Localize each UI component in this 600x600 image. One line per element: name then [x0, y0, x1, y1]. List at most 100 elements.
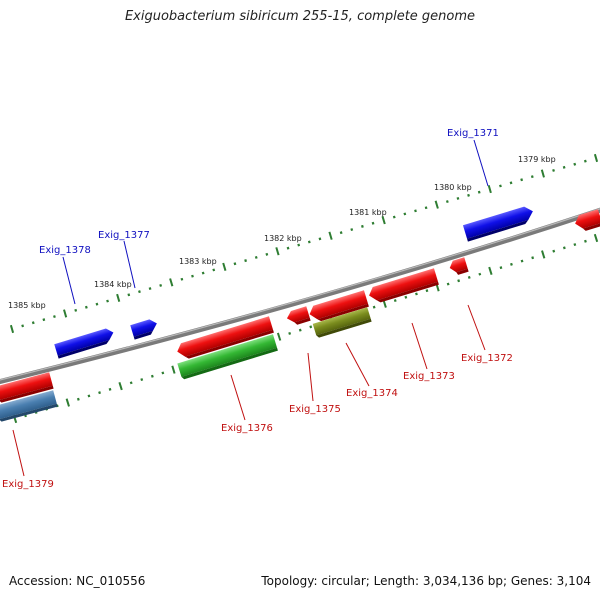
gene-exig-1372[interactable]	[448, 257, 469, 276]
lower-track-minor-tick	[108, 387, 112, 391]
genome-backbone-highlight	[0, 208, 600, 381]
gene-label-exig-1378[interactable]: Exig_1378	[39, 245, 91, 256]
lower-track-minor-tick	[520, 259, 524, 263]
upper-track-major-tick	[487, 185, 492, 194]
upper-track-major-tick	[9, 324, 15, 334]
lower-track-minor-tick	[499, 266, 503, 270]
gene-label-exig-1373[interactable]: Exig_1373	[403, 371, 455, 382]
leader-exig-1373	[411, 322, 428, 370]
gene-exig-1376-b[interactable]	[177, 334, 278, 380]
gene-labels: Exig_1371 Exig_1372 Exig_1373 Exig_1374 …	[2, 128, 513, 490]
upper-track-major-tick	[593, 153, 599, 163]
lower-track-minor-tick	[584, 239, 587, 243]
upper-track-minor-tick	[361, 224, 364, 228]
gene-label-exig-1376[interactable]: Exig_1376	[221, 423, 273, 434]
upper-track-minor-tick	[583, 159, 587, 163]
gene-label-leaders	[12, 139, 489, 477]
forward-genes	[54, 205, 536, 359]
upper-track-major-tick	[434, 200, 439, 209]
reverse-genes	[0, 209, 600, 422]
lower-track-minor-tick	[140, 378, 144, 382]
upper-track-minor-tick	[212, 268, 216, 272]
upper-track-minor-tick	[350, 228, 354, 232]
leader-exig-1375	[307, 352, 314, 402]
upper-track-minor-tick	[424, 206, 428, 210]
upper-track-minor-tick	[477, 190, 481, 194]
gene-label-exig-1372[interactable]: Exig_1372	[461, 353, 513, 364]
upper-track-minor-tick	[445, 200, 449, 204]
gene-label-exig-1375[interactable]: Exig_1375	[289, 404, 341, 415]
gene-exig-1379-b[interactable]	[0, 390, 58, 422]
upper-track-minor-tick	[530, 175, 534, 179]
lower-track-minor-tick	[573, 243, 577, 247]
upper-track-minor-tick	[53, 315, 56, 319]
upper-track-minor-tick	[371, 221, 375, 225]
upper-track-minor-tick	[106, 299, 109, 303]
upper-track-minor-tick	[84, 305, 88, 309]
upper-track-major-tick	[540, 169, 545, 178]
lower-track-major-tick	[541, 250, 546, 259]
gene-exig-1373[interactable]	[367, 268, 439, 305]
lower-tick-track	[12, 233, 599, 424]
lower-track-major-tick	[593, 233, 599, 243]
upper-track-minor-tick	[499, 184, 502, 188]
upper-track-major-tick	[222, 262, 227, 271]
upper-track-minor-tick	[456, 196, 460, 200]
ruler-label-1382: 1382 kbp	[264, 234, 302, 243]
upper-track-minor-tick	[403, 212, 407, 216]
gene-label-exig-1371[interactable]: Exig_1371	[447, 128, 499, 139]
gene-exig-1375[interactable]	[285, 306, 311, 327]
lower-track-major-tick	[118, 381, 123, 391]
upper-track-minor-tick	[307, 240, 311, 244]
topology-text: Topology: circular; Length: 3,034,136 bp…	[261, 574, 591, 588]
upper-track-minor-tick	[392, 215, 396, 219]
leader-exig-1376	[230, 374, 246, 421]
gene-edge-right[interactable]	[573, 209, 600, 233]
ruler-label-1385: 1385 kbp	[8, 301, 46, 310]
lower-track-minor-tick	[562, 246, 566, 250]
lower-track-minor-tick	[552, 249, 556, 253]
ruler-label-1381: 1381 kbp	[349, 208, 387, 217]
upper-track-minor-tick	[95, 302, 99, 306]
gene-exig-1374-a[interactable]	[308, 290, 369, 324]
accession-text: Accession: NC_010556	[9, 574, 146, 588]
lower-track-minor-tick	[510, 262, 513, 266]
leader-exig-1378	[62, 256, 76, 305]
leader-exig-1374	[345, 342, 370, 387]
gene-exig-1378[interactable]	[54, 327, 116, 359]
lower-track-major-tick	[276, 332, 282, 341]
upper-track-minor-tick	[244, 259, 247, 263]
lower-track-minor-tick	[150, 374, 154, 378]
ruler-label-1384: 1384 kbp	[94, 280, 132, 289]
upper-track-minor-tick	[180, 277, 184, 281]
gene-exig-1377[interactable]	[130, 318, 159, 340]
leader-exig-1371	[473, 139, 489, 187]
map-title: Exiguobacterium sibiricum 255-15, comple…	[124, 9, 476, 24]
gene-exig-1374[interactable]	[312, 307, 372, 338]
gene-exig-1379[interactable]	[0, 372, 54, 403]
upper-track-major-tick	[63, 309, 68, 318]
upper-track-minor-tick	[562, 165, 566, 169]
gene-label-exig-1379[interactable]: Exig_1379	[2, 479, 54, 490]
lower-track-minor-tick	[161, 371, 165, 375]
lower-track-minor-tick	[415, 292, 418, 296]
lower-track-minor-tick	[288, 331, 292, 335]
lower-track-minor-tick	[478, 272, 482, 276]
upper-track-minor-tick	[148, 287, 152, 291]
lower-track-minor-tick	[76, 397, 80, 401]
lower-track-minor-tick	[393, 299, 397, 303]
lower-track-minor-tick	[309, 325, 313, 329]
upper-track-minor-tick	[127, 293, 131, 297]
upper-track-major-tick	[381, 216, 386, 225]
gene-label-exig-1377[interactable]: Exig_1377	[98, 230, 150, 241]
lower-track-major-tick	[65, 398, 70, 407]
lower-track-minor-tick	[87, 394, 91, 398]
gene-label-exig-1374[interactable]: Exig_1374	[346, 388, 398, 399]
genome-backbone	[0, 207, 600, 385]
gene-exig-1371[interactable]	[462, 205, 536, 242]
gene-exig-1376[interactable]	[175, 316, 274, 361]
lower-track-major-tick	[171, 365, 176, 374]
upper-track-minor-tick	[233, 262, 237, 266]
upper-track-minor-tick	[74, 308, 78, 312]
lower-track-minor-tick	[98, 391, 101, 395]
